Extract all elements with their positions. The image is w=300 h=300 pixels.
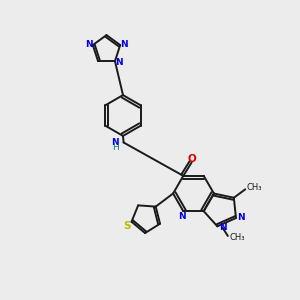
- Text: N: N: [116, 58, 123, 67]
- Text: N: N: [178, 212, 186, 221]
- Text: H: H: [112, 143, 119, 152]
- Text: N: N: [85, 40, 92, 49]
- Text: CH₃: CH₃: [229, 233, 244, 242]
- Text: O: O: [188, 154, 197, 164]
- Text: S: S: [123, 221, 130, 231]
- Text: N: N: [121, 40, 128, 49]
- Text: N: N: [219, 223, 226, 232]
- Text: N: N: [237, 213, 245, 222]
- Text: CH₃: CH₃: [247, 183, 262, 192]
- Text: N: N: [111, 138, 119, 147]
